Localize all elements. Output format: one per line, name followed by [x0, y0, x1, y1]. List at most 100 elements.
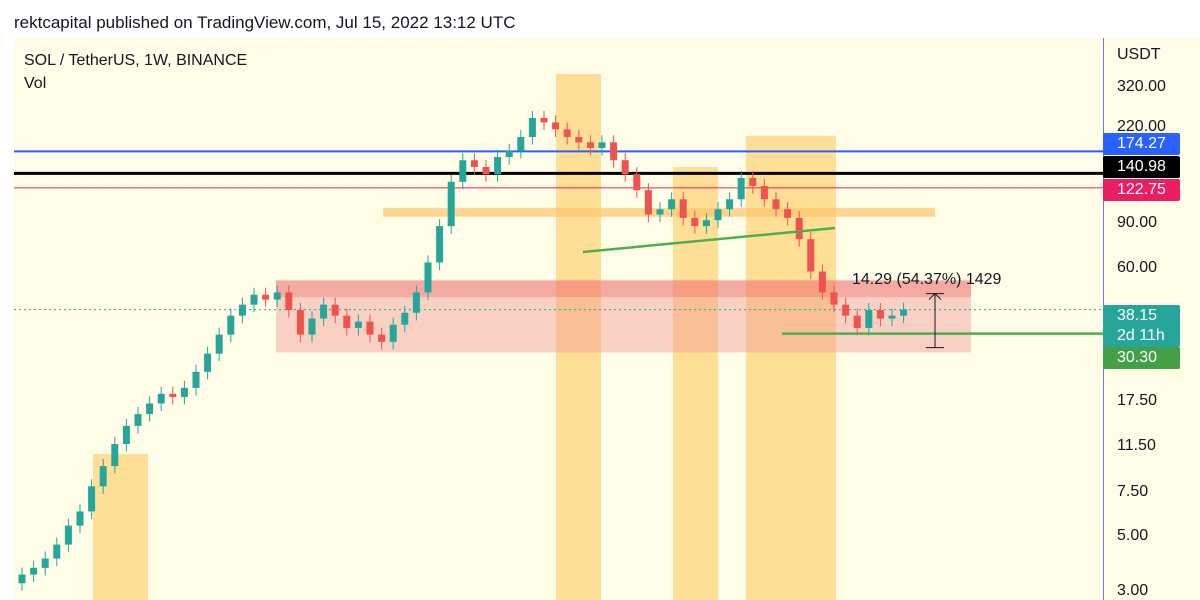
candle-body: [528, 117, 536, 137]
candle-body: [378, 334, 386, 342]
price-tick: 17.50: [1117, 392, 1158, 409]
candle-body: [53, 544, 61, 559]
candle-body: [424, 262, 432, 293]
publish-info: rektcapital published on TradingView.com…: [14, 13, 516, 32]
candle-body: [865, 310, 873, 328]
candle-body: [204, 353, 212, 372]
candle-body: [575, 136, 583, 143]
price-tick: 5.00: [1117, 527, 1149, 544]
candle-body: [644, 190, 652, 215]
candle-body: [876, 310, 884, 319]
candle-body: [586, 142, 594, 148]
candle-body: [64, 525, 72, 545]
price-chart[interactable]: [14, 38, 1103, 600]
candle-body: [389, 324, 397, 342]
candle-body: [610, 142, 618, 161]
candle-body: [192, 371, 200, 388]
price-tick: 3.00: [1117, 582, 1149, 599]
candle-body: [412, 292, 420, 313]
candle-body: [320, 304, 328, 319]
candle-body: [18, 574, 26, 584]
candle-body: [888, 315, 896, 319]
price-tag-support: 30.30: [1103, 347, 1180, 369]
candle-body: [795, 217, 803, 240]
price-tick: 320.00: [1117, 78, 1166, 95]
candle-body: [262, 294, 270, 300]
candle-body: [494, 157, 502, 175]
candle-body: [679, 199, 687, 218]
candle-body: [517, 136, 525, 151]
candle-body: [134, 414, 142, 426]
price-tag-last: 38.15: [1103, 305, 1180, 327]
legend-symbol[interactable]: SOL / TetherUS, 1W, BINANCE: [24, 52, 248, 69]
candle-body: [598, 142, 606, 148]
candle-body: [459, 160, 467, 182]
measure-arrow: [928, 292, 942, 300]
candle-body: [343, 315, 351, 328]
candle-body: [354, 321, 362, 328]
candle-body: [726, 199, 734, 210]
candle-body: [227, 315, 235, 335]
candle-body: [818, 271, 826, 293]
highlight-column: [673, 167, 718, 600]
candle-body: [772, 199, 780, 210]
legend-volume[interactable]: Vol: [24, 75, 47, 92]
candle-body: [482, 166, 490, 175]
price-tick: 90.00: [1117, 214, 1158, 231]
candle-body: [273, 292, 281, 300]
candle-body: [436, 226, 444, 263]
publish-header: rektcapital published on TradingView.com…: [0, 0, 1200, 38]
highlight-column: [556, 74, 601, 600]
candle-body: [285, 292, 293, 311]
candle-body: [308, 318, 316, 335]
chart-area[interactable]: [14, 38, 1103, 600]
candle-body: [470, 160, 478, 167]
candle-body: [238, 304, 246, 316]
price-tag-174: 174.27: [1103, 133, 1180, 155]
price-tick: 220.00: [1117, 118, 1166, 135]
candle-body: [366, 321, 374, 335]
price-scale-unit: USDT: [1117, 46, 1161, 63]
highlight-column: [746, 136, 836, 600]
candle-body: [122, 425, 130, 445]
candle-body: [111, 444, 119, 467]
candle-body: [749, 177, 757, 186]
price-tick: 11.50: [1117, 437, 1156, 454]
candle-body: [296, 310, 304, 335]
candle-body: [215, 334, 223, 354]
measure-label: 14.29 (54.37%) 1429: [852, 271, 1002, 288]
candle-body: [621, 160, 629, 175]
price-tag-122: 122.75: [1103, 179, 1180, 201]
candle-body: [784, 209, 792, 218]
candle-body: [807, 239, 815, 272]
candle-body: [853, 315, 861, 328]
candle-body: [331, 304, 339, 316]
price-tick: 60.00: [1117, 259, 1158, 276]
candle-body: [668, 199, 676, 210]
candle-body: [737, 177, 745, 200]
candle-body: [88, 486, 96, 512]
candle-body: [180, 387, 188, 397]
candle-body: [401, 312, 409, 325]
candle-body: [41, 558, 49, 568]
price-tick: 7.50: [1117, 483, 1149, 500]
candle-body: [552, 122, 560, 130]
price-tag-140: 140.98: [1103, 156, 1180, 178]
candle-body: [760, 185, 768, 200]
candle-body: [656, 209, 664, 215]
price-tag-countdown: 2d 11h: [1103, 325, 1180, 347]
candle-body: [714, 209, 722, 221]
candle-body: [900, 309, 908, 316]
candle-body: [250, 294, 258, 305]
candle-body: [505, 150, 513, 158]
candle-body: [157, 393, 165, 404]
candle-body: [563, 129, 571, 137]
candle-body: [691, 217, 699, 227]
candle-body: [633, 174, 641, 191]
candle-body: [30, 567, 38, 575]
candle-body: [842, 304, 850, 316]
demand-zone-top: [276, 280, 971, 298]
candle-body: [830, 292, 838, 305]
candle-body: [76, 511, 84, 526]
candle-body: [447, 181, 455, 227]
